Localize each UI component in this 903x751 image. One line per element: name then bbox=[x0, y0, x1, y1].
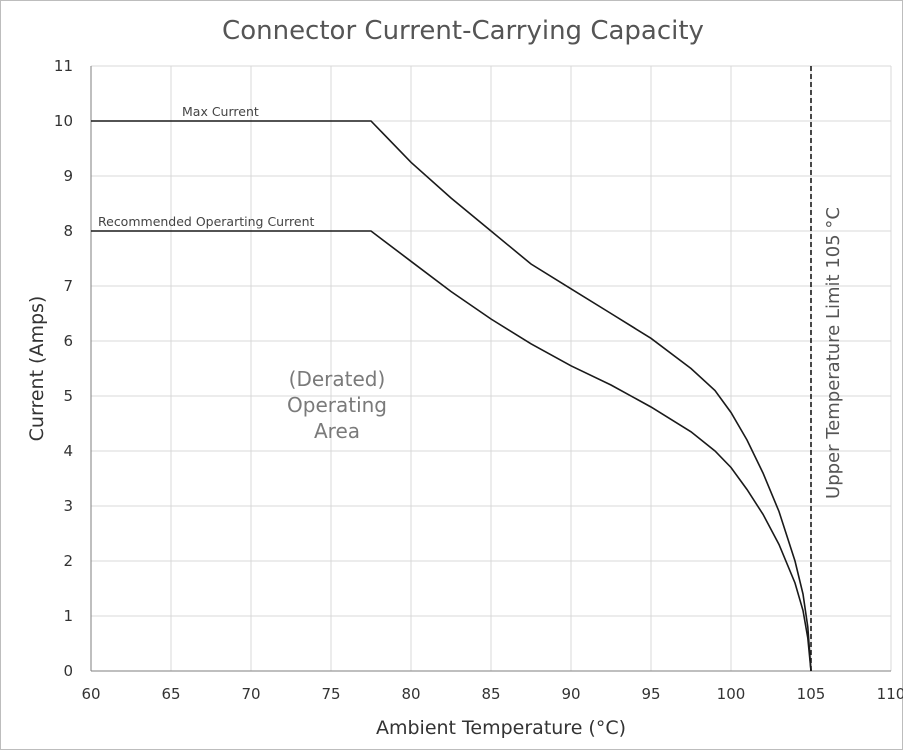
x-tick-label: 105 bbox=[797, 685, 826, 703]
series-line-recommended-current bbox=[91, 230, 812, 672]
x-tick-label: 95 bbox=[641, 685, 660, 703]
y-tick-label: 11 bbox=[54, 57, 73, 75]
upper-limit-label: Upper Temperature Limit 105 °C bbox=[823, 207, 844, 499]
y-tick-label: 8 bbox=[63, 222, 73, 240]
x-tick-label: 60 bbox=[81, 685, 100, 703]
y-tick-label: 7 bbox=[63, 277, 73, 295]
x-tick-label: 100 bbox=[717, 685, 746, 703]
series-label-max-current: Max Current bbox=[182, 104, 259, 119]
area-label-line: Area bbox=[314, 419, 360, 443]
x-tick-label: 65 bbox=[161, 685, 180, 703]
x-tick-label: 110 bbox=[877, 685, 903, 703]
x-axis-title: Ambient Temperature (°C) bbox=[376, 717, 626, 739]
x-tick-label: 70 bbox=[241, 685, 260, 703]
y-tick-label: 10 bbox=[54, 112, 73, 130]
x-tick-label: 75 bbox=[321, 685, 340, 703]
y-tick-label: 1 bbox=[63, 607, 73, 625]
y-tick-label: 6 bbox=[63, 332, 73, 350]
y-tick-label: 5 bbox=[63, 387, 73, 405]
y-tick-label: 3 bbox=[63, 497, 73, 515]
series-label-recommended-current: Recommended Operarting Current bbox=[98, 214, 314, 229]
area-label-line: (Derated) bbox=[289, 367, 386, 391]
x-tick-label: 80 bbox=[401, 685, 420, 703]
chart-title: Connector Current-Carrying Capacity bbox=[222, 16, 704, 46]
y-tick-label: 0 bbox=[63, 662, 73, 680]
series-line-max-current bbox=[91, 120, 812, 672]
y-tick-label: 4 bbox=[63, 442, 73, 460]
x-tick-label: 90 bbox=[561, 685, 580, 703]
x-tick-label: 85 bbox=[481, 685, 500, 703]
area-label-line: Operating bbox=[287, 393, 387, 417]
y-tick-label: 2 bbox=[63, 552, 73, 570]
y-axis-title: Current (Amps) bbox=[26, 296, 48, 442]
y-tick-label: 9 bbox=[63, 167, 73, 185]
